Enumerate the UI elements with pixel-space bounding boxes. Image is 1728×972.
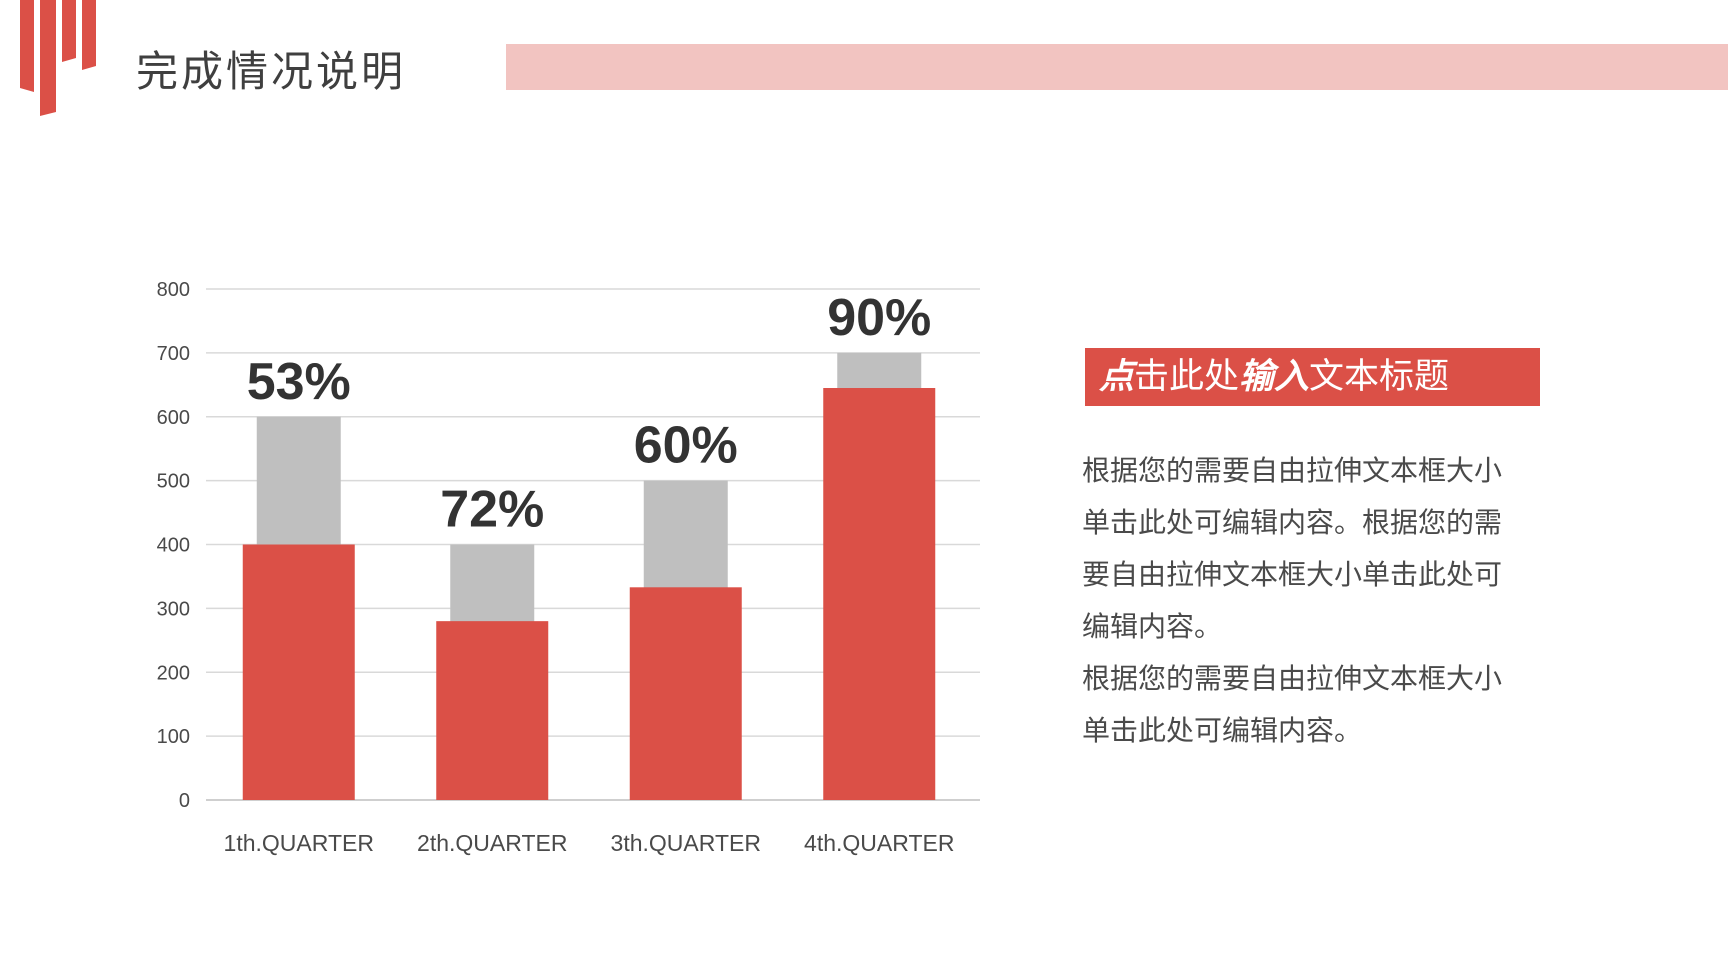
data-label: 60% (634, 417, 738, 475)
deco-stripe (20, 0, 34, 92)
bar-chart: 0 100 200 300 400 500 600 700 800 53% 1th.QUARTER 7… (157, 279, 980, 856)
y-tick-label: 400 (157, 535, 190, 557)
body-text[interactable]: 根据您的需要自由拉伸文本框大小单击此处可编辑内容。根据您的需要自由拉伸文本框大小… (1082, 445, 1522, 757)
y-tick-label: 300 (157, 598, 190, 620)
side-title-part: 击此处 (1134, 357, 1240, 397)
data-label: 72% (440, 481, 544, 539)
y-tick-label: 700 (157, 343, 190, 365)
bar-red (436, 621, 549, 800)
y-tick-label: 100 (157, 726, 190, 748)
title-band (506, 44, 1728, 90)
x-tick-label: 2th.QUARTER (417, 830, 567, 856)
x-tick-label: 4th.QUARTER (804, 830, 954, 856)
bar-red (823, 388, 936, 800)
x-tick-label: 1th.QUARTER (224, 830, 374, 856)
y-tick-label: 200 (157, 662, 190, 684)
side-title-part: 点 (1099, 357, 1135, 397)
side-title-part: 文本标题 (1309, 357, 1450, 397)
body-paragraph: 根据您的需要自由拉伸文本框大小单击此处可编辑内容。 (1082, 662, 1503, 747)
side-title-part: 输入 (1239, 357, 1310, 397)
header-decoration (20, 0, 96, 116)
y-tick-label: 0 (179, 790, 190, 812)
deco-stripe (40, 0, 56, 116)
page-title: 完成情况说明 (136, 47, 407, 96)
data-label: 53% (247, 353, 351, 411)
bar-red (242, 544, 355, 800)
side-title-box[interactable]: 点击此处输入文本标题 (1085, 348, 1540, 406)
body-paragraph: 根据您的需要自由拉伸文本框大小单击此处可编辑内容。根据您的需要自由拉伸文本框大小… (1082, 454, 1503, 643)
y-tick-label: 500 (157, 471, 190, 493)
deco-stripe (82, 0, 96, 70)
y-tick-label: 800 (157, 279, 190, 301)
x-tick-label: 3th.QUARTER (611, 830, 761, 856)
data-label: 90% (827, 289, 931, 347)
y-tick-label: 600 (157, 407, 190, 429)
deco-stripe (62, 0, 76, 62)
bar-red (629, 587, 742, 800)
